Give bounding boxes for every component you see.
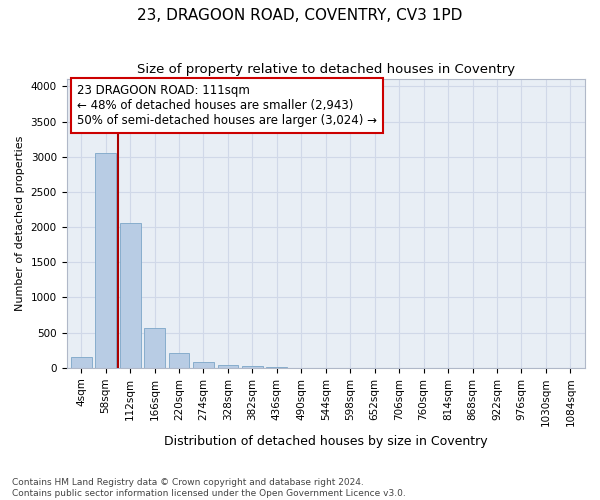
Y-axis label: Number of detached properties: Number of detached properties bbox=[15, 136, 25, 312]
Bar bbox=[120, 223, 140, 368]
Bar bbox=[169, 353, 190, 368]
Bar bbox=[218, 364, 238, 368]
Bar bbox=[95, 153, 116, 368]
Bar bbox=[144, 328, 165, 368]
Text: Contains HM Land Registry data © Crown copyright and database right 2024.
Contai: Contains HM Land Registry data © Crown c… bbox=[12, 478, 406, 498]
Bar bbox=[71, 358, 92, 368]
Bar bbox=[242, 366, 263, 368]
Text: 23, DRAGOON ROAD, COVENTRY, CV3 1PD: 23, DRAGOON ROAD, COVENTRY, CV3 1PD bbox=[137, 8, 463, 22]
X-axis label: Distribution of detached houses by size in Coventry: Distribution of detached houses by size … bbox=[164, 434, 488, 448]
Bar bbox=[193, 362, 214, 368]
Text: 23 DRAGOON ROAD: 111sqm
← 48% of detached houses are smaller (2,943)
50% of semi: 23 DRAGOON ROAD: 111sqm ← 48% of detache… bbox=[77, 84, 377, 127]
Title: Size of property relative to detached houses in Coventry: Size of property relative to detached ho… bbox=[137, 62, 515, 76]
